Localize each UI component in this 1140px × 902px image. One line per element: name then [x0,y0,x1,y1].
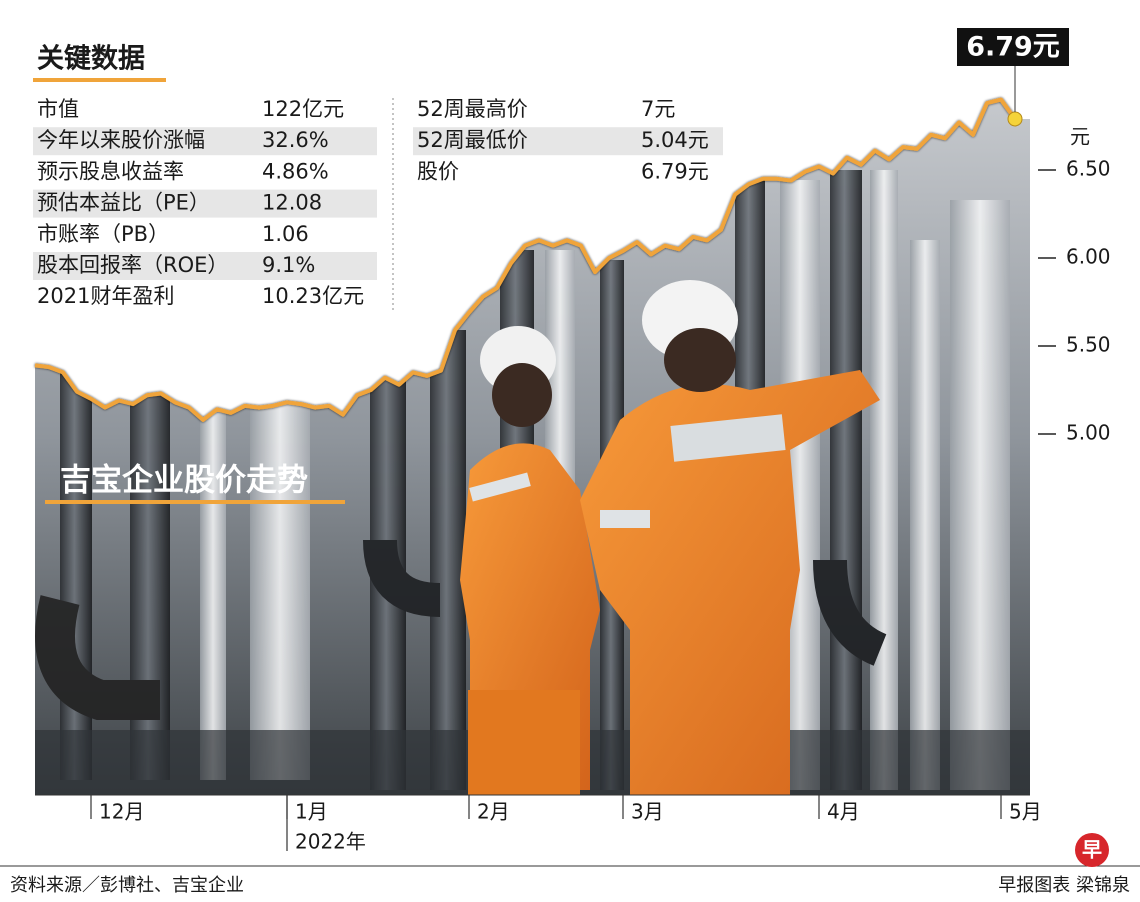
row-label: 52周最低价 [417,128,528,152]
row-value: 1.06 [262,222,309,246]
worker-left [460,326,600,795]
row-label: 预估本益比（PE） [37,191,210,215]
price-line [34,97,1017,422]
x-tick-label: 2月 [477,800,510,824]
logo [1075,833,1109,867]
worker-right [580,280,880,796]
row-label: 预示股息收益率 [37,159,184,183]
y-tick-label: 6.00 [1066,245,1111,269]
chart-title: 吉宝企业股价走势 [60,463,308,499]
row-value: 4.86% [262,159,329,183]
row-label: 52周最高价 [417,97,528,121]
x-tick-label: 1月 [295,800,328,824]
row-label: 市值 [37,97,79,121]
row-value: 7元 [641,97,675,121]
callout-box [957,28,1069,66]
row-value: 122亿元 [262,97,344,121]
last-point [1007,111,1023,127]
row-label: 股价 [417,159,459,183]
title-underline [33,78,166,82]
row-value: 6.79元 [641,159,709,183]
x-tick-label: 3月 [631,800,664,824]
value-label: 6.79元 [966,32,1060,63]
row-shade [33,127,377,156]
key-data-title: 关键数据 [37,43,145,75]
row-value: 5.04元 [641,128,709,152]
chart-title-underline [45,500,345,504]
row-value: 9.1% [262,253,315,277]
row-shade [413,127,723,156]
y-unit: 元 [1070,125,1090,149]
source: 资料来源／彭博社、吉宝企业 [10,875,244,896]
year-label: 2022年 [295,830,366,854]
y-tick-label: 5.00 [1066,421,1111,445]
credit: 早报图表 梁锦泉 [998,875,1130,896]
row-shade [33,189,377,218]
row-value: 10.23亿元 [262,284,364,308]
row-value: 12.08 [262,191,322,215]
logo-text: 早 [1082,838,1102,862]
row-label: 今年以来股价涨幅 [37,128,205,152]
x-tick-label: 5月 [1009,800,1042,824]
y-tick-label: 5.50 [1066,333,1111,357]
row-label: 2021财年盈利 [37,284,174,308]
row-shade [33,252,377,280]
y-tick-label: 6.50 [1066,157,1111,181]
row-value: 32.6% [262,128,329,152]
x-tick-label: 4月 [827,800,860,824]
row-label: 市账率（PB） [37,222,169,246]
x-tick-label: 12月 [99,800,144,824]
row-label: 股本回报率（ROE） [37,253,228,277]
